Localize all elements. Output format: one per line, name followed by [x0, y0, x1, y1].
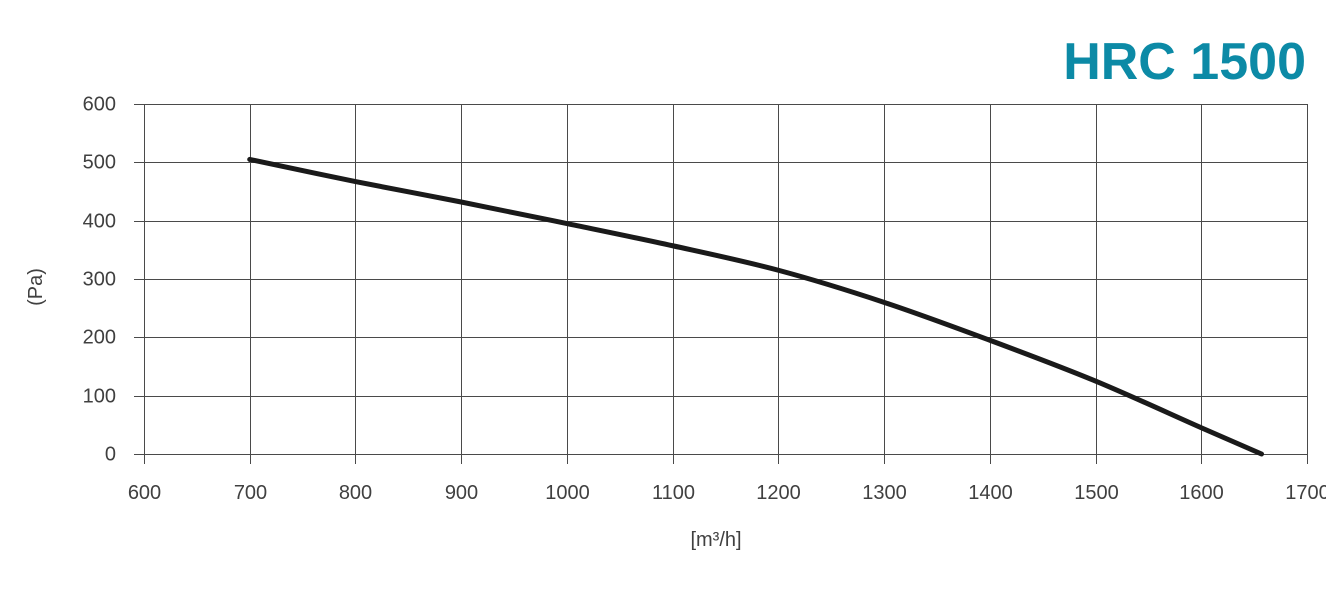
x-tick-label-700: 700 — [234, 482, 267, 504]
y-tick-label-500: 500 — [83, 152, 116, 174]
chart-title: HRC 1500 — [1063, 33, 1306, 91]
x-axis-label: [m³/h] — [690, 529, 741, 551]
y-tick-label-300: 300 — [83, 269, 116, 291]
x-tick-label-1000: 1000 — [545, 482, 590, 504]
x-tick-label-1300: 1300 — [862, 482, 907, 504]
x-tick-label-1200: 1200 — [756, 482, 801, 504]
x-tick-label-1600: 1600 — [1179, 482, 1224, 504]
x-tick-label-1400: 1400 — [968, 482, 1013, 504]
y-tick-label-400: 400 — [83, 211, 116, 233]
x-tick-label-1100: 1100 — [652, 482, 695, 504]
x-tick-label-600: 600 — [128, 482, 161, 504]
y-tick-label-600: 600 — [83, 94, 116, 116]
grid — [134, 104, 1308, 464]
tick-labels: 600 700 800 900 1000 1100 1200 1300 1400 1500 1600… — [83, 94, 1326, 505]
series-line-group — [247, 156, 1265, 457]
x-tick-label-900: 900 — [445, 482, 478, 504]
y-tick-label-0: 0 — [105, 444, 116, 466]
y-tick-label-100: 100 — [83, 386, 116, 408]
series-line-0 — [247, 156, 1265, 457]
x-tick-label-1700: 1700 — [1285, 482, 1326, 504]
y-tick-label-200: 200 — [83, 327, 116, 349]
y-axis-label: (Pa) — [25, 268, 47, 306]
x-tick-label-1500: 1500 — [1074, 482, 1119, 504]
x-tick-label-800: 800 — [339, 482, 372, 504]
